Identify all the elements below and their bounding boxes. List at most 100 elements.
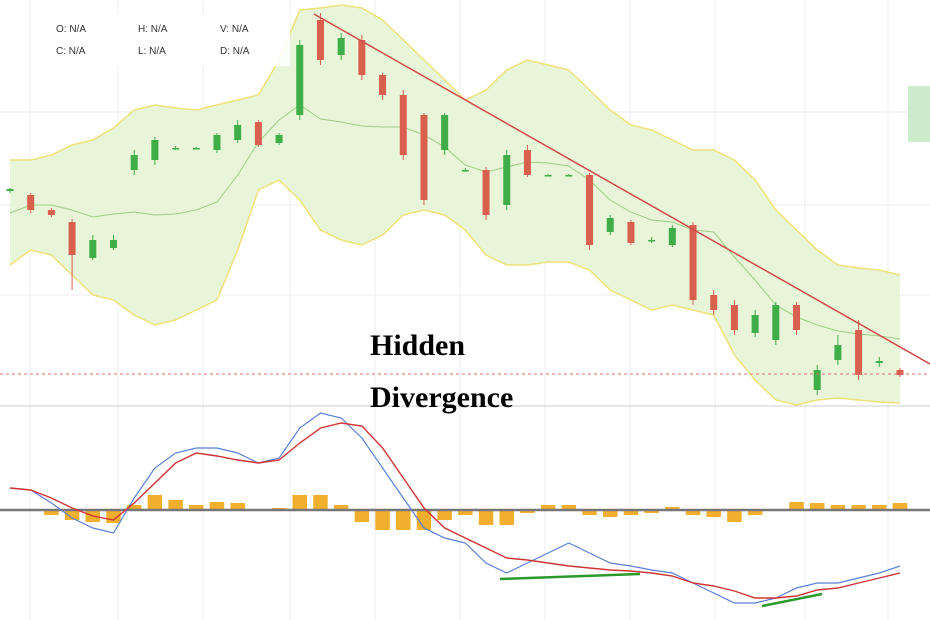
candle-body: [689, 225, 697, 300]
histogram-bar: [396, 510, 411, 530]
histogram-bar: [706, 510, 721, 517]
annotation: Hidden: [370, 329, 465, 362]
candle-body: [586, 175, 594, 245]
ohlc-label: L: N/A: [138, 46, 166, 57]
candle-body: [606, 218, 614, 232]
divergence-line: [499, 572, 641, 581]
candle-body: [710, 295, 718, 310]
band-middle: [9, 104, 901, 340]
candle-body: [482, 170, 490, 215]
macd-line: [9, 412, 901, 604]
histogram-bar: [747, 510, 763, 515]
candle-body: [68, 222, 76, 255]
histogram-bar: [623, 510, 639, 515]
histogram-bar: [313, 495, 328, 510]
histogram-bar: [458, 510, 473, 515]
candle-body: [793, 305, 801, 330]
histogram-bar: [416, 510, 432, 530]
candle-body: [896, 370, 904, 375]
candle-body: [316, 20, 324, 60]
histogram-bar: [685, 510, 701, 515]
histogram-bar: [437, 510, 452, 520]
divergence-line: [761, 592, 823, 608]
histogram-bar: [333, 505, 349, 510]
band-upper: [10, 4, 901, 276]
candle-body: [420, 115, 428, 200]
histogram-bar: [520, 510, 535, 513]
histogram-bar: [189, 505, 204, 510]
candle-body: [875, 361, 883, 363]
histogram-bar: [147, 495, 163, 510]
candle-body: [6, 189, 14, 191]
candle-body: [151, 140, 159, 160]
candle-body: [751, 315, 759, 333]
candle-body: [47, 210, 55, 215]
candle-body: [358, 40, 366, 75]
histogram-bar: [230, 503, 245, 510]
ohlc-label: O: N/A: [56, 24, 86, 35]
histogram-bar: [644, 510, 659, 513]
candle-body: [234, 125, 242, 140]
band-area: [10, 5, 900, 405]
histogram-bar: [851, 505, 866, 510]
candle-body: [27, 195, 35, 210]
candle-body: [89, 240, 97, 258]
candle-body: [275, 135, 283, 143]
band-lower: [9, 179, 901, 406]
candle-body: [855, 330, 863, 375]
histogram-bar: [478, 510, 494, 525]
candle-body: [254, 122, 262, 145]
histogram-bar: [292, 495, 308, 510]
candle-body: [834, 345, 842, 360]
candle-body: [213, 135, 221, 150]
trend-line: [313, 13, 930, 365]
candle-body: [337, 38, 345, 55]
histogram-bar: [809, 503, 825, 510]
candle-body: [172, 148, 180, 150]
ohlc-label: V: N/A: [220, 24, 249, 35]
candle-body: [461, 170, 469, 172]
histogram-bar: [168, 500, 183, 510]
annotation: Divergence: [370, 381, 513, 414]
histogram-bar: [727, 510, 742, 522]
candle-body: [503, 155, 511, 205]
histogram-bar: [375, 510, 390, 530]
candle-body: [441, 115, 449, 150]
candle-body: [296, 45, 304, 115]
histogram-bar: [499, 510, 514, 525]
candle-body: [192, 148, 200, 150]
histogram-bar: [126, 505, 142, 510]
ohlc-label: H: N/A: [138, 24, 168, 35]
candles: [6, 13, 904, 395]
histogram-bar: [789, 502, 804, 510]
histogram-bar: [561, 505, 577, 510]
candle-body: [523, 150, 531, 175]
candle-body: [668, 228, 676, 245]
candle-body: [772, 305, 780, 340]
histogram-bar: [892, 503, 908, 510]
candle-body: [379, 75, 387, 95]
histogram-bar: [665, 507, 680, 510]
macd-panel: [0, 412, 930, 604]
candle-body: [813, 370, 821, 390]
histogram-bar: [830, 505, 846, 510]
candle-body: [627, 222, 635, 243]
candle-body: [730, 305, 738, 330]
ohlc-label: C: N/A: [56, 46, 86, 57]
histogram-bar: [354, 510, 370, 522]
histogram-bar: [44, 510, 59, 515]
ohlc-label: D: N/A: [220, 46, 250, 57]
candle-body: [130, 155, 138, 170]
histogram-bar: [602, 510, 618, 517]
histogram-bar: [582, 510, 597, 515]
ohlc-box: [40, 14, 290, 66]
side-marker: [908, 86, 930, 142]
signal-line: [9, 422, 901, 599]
histogram-bar: [64, 510, 80, 520]
histogram-bar: [872, 505, 887, 510]
candle-body: [565, 175, 573, 177]
histogram-bar: [209, 502, 225, 510]
bollinger-band: [9, 4, 901, 406]
candle-body: [399, 95, 407, 155]
